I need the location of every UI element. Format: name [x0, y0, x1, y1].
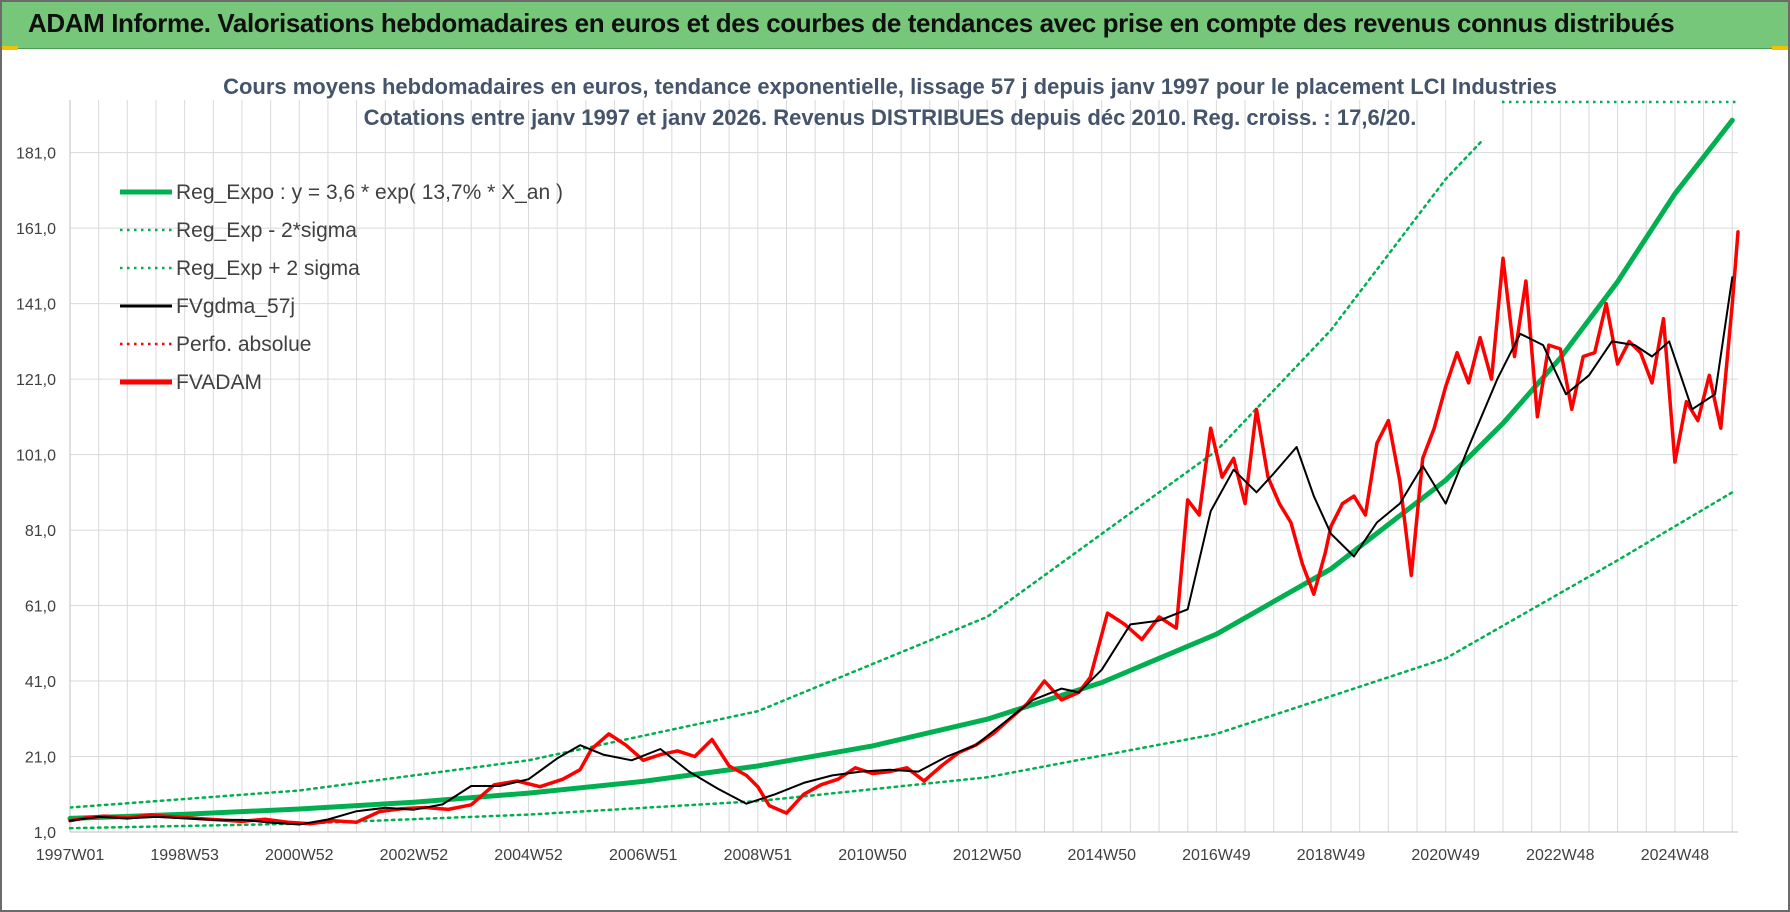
corner-mark-tl: [2, 46, 18, 50]
y-tick-label: 141,0: [16, 297, 56, 314]
x-tick-label: 2014W50: [1068, 847, 1137, 864]
legend: Reg_Expo : y = 3,6 * exp( 13,7% * X_an )…: [120, 181, 563, 394]
series: [67, 117, 1740, 830]
x-tick-label: 2002W52: [380, 847, 449, 864]
legend-label-reg: Reg_Expo : y = 3,6 * exp( 13,7% * X_an ): [176, 181, 563, 204]
y-tick-label: 161,0: [16, 221, 56, 238]
x-tick-label: 2024W48: [1641, 847, 1710, 864]
series-line-lower: [68, 491, 1734, 830]
y-tick-label: 101,0: [16, 448, 56, 465]
series-line-upper: [70, 140, 1485, 809]
y-tick-label: 61,0: [25, 599, 56, 616]
x-tick-label: 1997W01: [36, 847, 105, 864]
x-tick-label: 2016W49: [1182, 847, 1251, 864]
x-tick-label: 2008W51: [724, 847, 793, 864]
x-tick-label: 2010W50: [838, 847, 907, 864]
series-line-price: [68, 230, 1740, 826]
chart-title: Cours moyens hebdomadaires en euros, ten…: [223, 74, 1557, 99]
x-tick-label: 2018W49: [1297, 847, 1366, 864]
legend-label-smooth: FVgdma_57j: [176, 295, 295, 318]
legend-label-perfo: Perfo. absolue: [176, 333, 311, 356]
legend-label-price: FVADAM: [176, 371, 262, 394]
x-tick-label: 2020W49: [1411, 847, 1480, 864]
series-line-reg: [67, 117, 1735, 821]
chart-subtitle: Cotations entre janv 1997 et janv 2026. …: [364, 105, 1417, 130]
x-tick-label: 2012W50: [953, 847, 1022, 864]
axes: 1,0 21,0 41,0 61,0 81,0 101,0 121,0 141,0 161,0 1…: [16, 100, 1738, 864]
header-banner: ADAM Informe. Valorisations hebdomadaire…: [2, 2, 1788, 49]
x-tick-label: 2004W52: [494, 847, 563, 864]
y-tick-label: 1,0: [34, 825, 56, 842]
y-tick-label: 41,0: [25, 674, 56, 691]
y-tick-label: 121,0: [16, 372, 56, 389]
legend-label-lower: Reg_Exp - 2*sigma: [176, 219, 357, 242]
page-title: ADAM Informe. Valorisations hebdomadaire…: [28, 8, 1675, 38]
x-tick-label: 2022W48: [1526, 847, 1595, 864]
x-tick-label: 2000W52: [265, 847, 334, 864]
y-tick-label: 21,0: [25, 750, 56, 767]
x-tick-label: 2006W51: [609, 847, 678, 864]
y-tick-label: 181,0: [16, 146, 56, 163]
x-tick-label: 1998W53: [150, 847, 219, 864]
grid: [70, 100, 1738, 833]
series-line-smooth: [69, 276, 1734, 826]
legend-label-upper: Reg_Exp + 2 sigma: [176, 257, 360, 280]
corner-mark-tr: [1772, 46, 1788, 50]
y-tick-label: 81,0: [25, 523, 56, 540]
